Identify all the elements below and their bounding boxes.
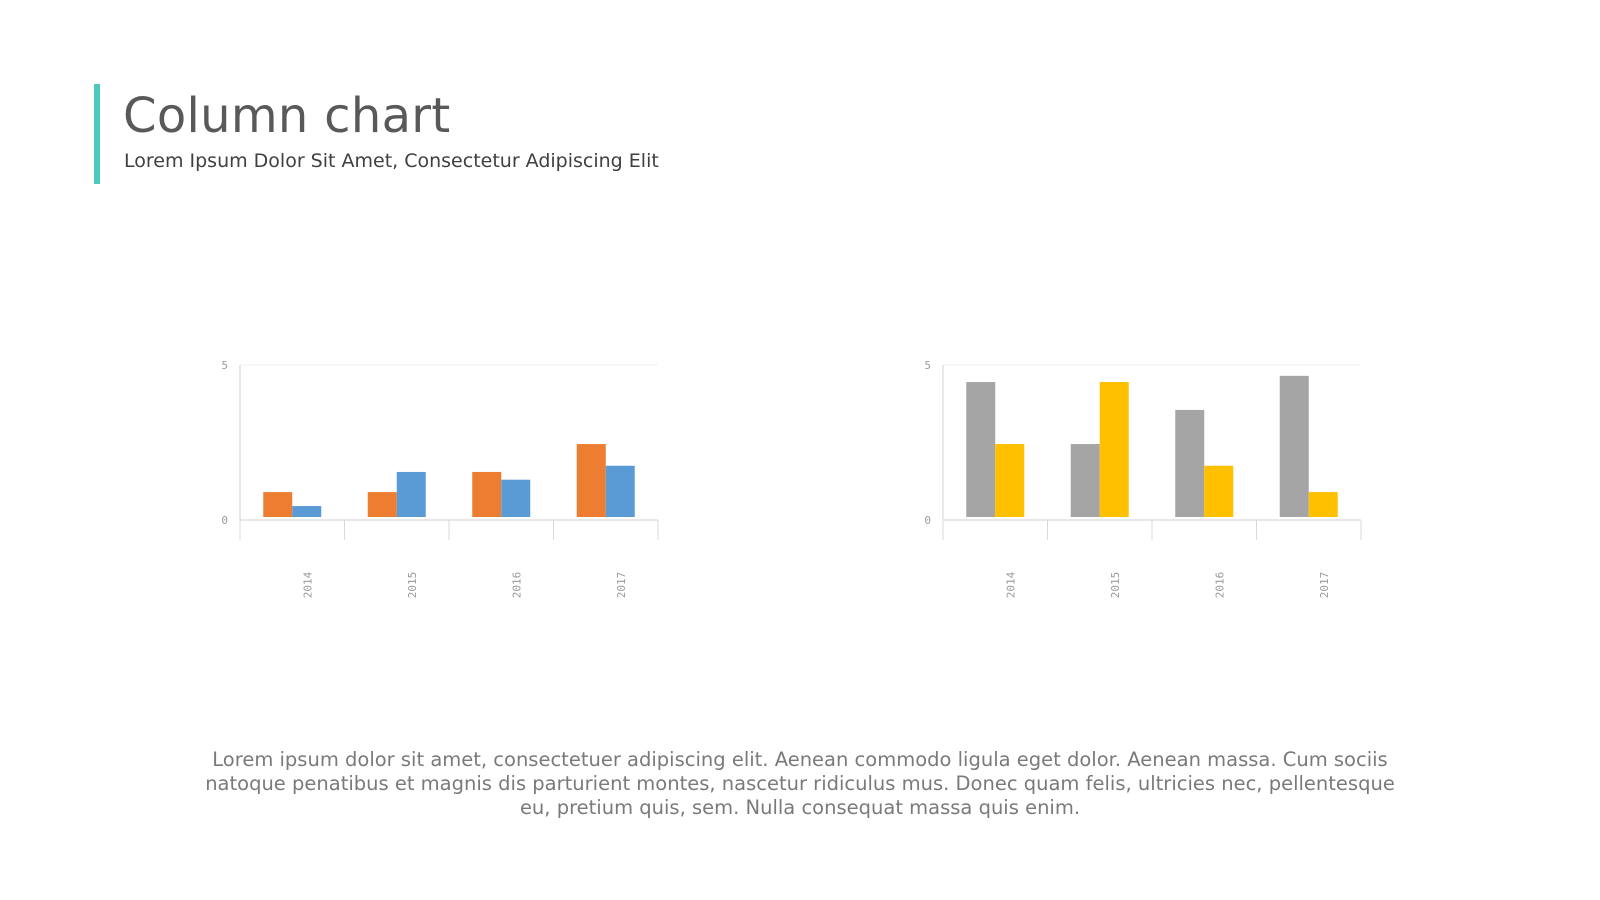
chart-right-svg: 0 5 2014 2015 2016 2017 [924, 359, 1362, 599]
chart-right-bar-2017-s2 [1308, 492, 1338, 517]
chart-right-x-tick-label: 2015 [1109, 572, 1122, 599]
chart-right-x-tick-label: 2017 [1318, 572, 1331, 599]
chart-right-bar-2015-s1 [1070, 444, 1100, 517]
chart-right-y-tick-label: 5 [924, 359, 931, 372]
chart-left-svg: 0 5 2014 2015 2016 2017 [221, 359, 659, 599]
chart-left-x-tick-label: 2015 [406, 572, 419, 599]
chart-left-bar-2014-s2 [292, 506, 322, 517]
chart-right-x-tick-label: 2014 [1004, 571, 1017, 598]
chart-right-bar-2016-s2 [1204, 465, 1234, 517]
chart-right-bar-2016-s1 [1175, 409, 1205, 517]
chart-left-x-tick-label: 2014 [301, 571, 314, 598]
page-title: Column chart [123, 88, 451, 144]
body-paragraph: Lorem ipsum dolor sit amet, consectetuer… [205, 748, 1395, 819]
chart-left-bar-2016-s2 [501, 479, 531, 517]
chart-right-y-tick-label: 0 [924, 514, 931, 527]
chart-left-bar-2015-s1 [367, 492, 397, 517]
chart-left-bar-2017-s1 [576, 444, 606, 517]
chart-right-bar-2015-s2 [1099, 382, 1129, 517]
chart-left-bar-2017-s2 [605, 465, 635, 517]
chart-left-x-tick-label: 2017 [615, 572, 628, 599]
title-accent-bar [94, 84, 100, 184]
chart-right-x-tick-label: 2016 [1213, 572, 1226, 599]
chart-right-bar-2014-s2 [995, 444, 1025, 517]
chart-right-bar-2014-s1 [966, 382, 996, 517]
chart-left-x-tick-label: 2016 [510, 572, 523, 599]
chart-left-bar-2016-s1 [472, 471, 502, 517]
column-chart-left: 0 5 2014 2015 2016 2017 [221, 340, 692, 660]
chart-left-y-tick-label: 5 [221, 359, 228, 372]
chart-left-bar-2014-s1 [263, 492, 293, 517]
chart-right-bar-2017-s1 [1279, 375, 1309, 517]
column-chart-right: 0 5 2014 2015 2016 2017 [924, 340, 1395, 660]
chart-left-bar-2015-s2 [396, 471, 426, 517]
page-subtitle: Lorem Ipsum Dolor Sit Amet, Consectetur … [124, 150, 659, 172]
chart-left-y-tick-label: 0 [221, 514, 228, 527]
